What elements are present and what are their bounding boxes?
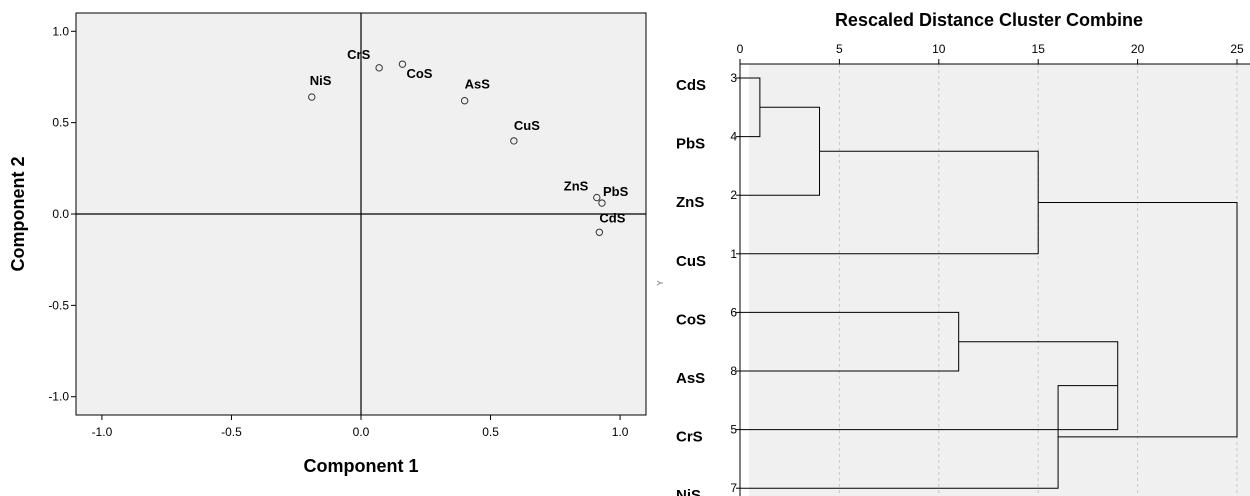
leaf-label: CuS <box>676 253 706 270</box>
y-tick-label: 0.0 <box>52 207 69 221</box>
point-label: CrS <box>347 47 370 62</box>
top-tick-label: 5 <box>836 42 843 56</box>
point-label: CoS <box>406 66 432 81</box>
data-point <box>510 137 518 145</box>
case-number: 4 <box>730 130 737 144</box>
point-label: ZnS <box>564 179 589 194</box>
case-number: 2 <box>730 188 737 202</box>
scatter-zero-lines <box>76 13 646 415</box>
dendrogram-y-letter: Y <box>656 280 665 286</box>
data-point <box>593 193 601 202</box>
case-number: 3 <box>730 71 737 85</box>
top-tick-label: 20 <box>1131 42 1145 56</box>
top-tick-label: 10 <box>932 42 946 56</box>
point-label: NiS <box>310 73 332 88</box>
point-label: CdS <box>599 210 625 225</box>
data-point <box>398 60 407 68</box>
dendrogram-link <box>1038 202 1238 438</box>
leaf-label: ZnS <box>676 194 704 211</box>
dendrogram-links <box>740 77 1238 489</box>
y-tick-label: 1.0 <box>52 24 69 38</box>
dendrogram-leaves: CdS 3 PbS 4 ZnS 2 CuS 1 CoS 6 AsS 8 CrS 5 NiS 7 <box>676 71 740 496</box>
case-number: 1 <box>730 247 737 261</box>
y-tick-label: -0.5 <box>48 298 69 312</box>
leaf-label: CoS <box>676 311 706 328</box>
y-tick-label: 0.5 <box>52 116 69 130</box>
top-tick-label: 15 <box>1032 42 1046 56</box>
x-tick-label: 1.0 <box>612 425 629 439</box>
data-point <box>460 97 469 105</box>
point-label: AsS <box>465 77 491 92</box>
data-point <box>595 228 604 236</box>
data-point <box>308 93 316 101</box>
case-number: 8 <box>730 364 737 378</box>
case-number: 6 <box>730 305 737 319</box>
leaf-label: CrS <box>676 429 703 446</box>
scatter-points: NiS CrS CoS AsS CuS ZnS PbS CdS <box>308 47 629 236</box>
dendrogram-plot-area <box>749 64 1250 496</box>
x-axis-title: Component 1 <box>304 456 419 476</box>
top-tick-label: 0 <box>737 42 744 56</box>
dendrogram-top-axis: 0 5 10 15 20 25 <box>737 42 1250 496</box>
y-axis-title: Component 2 <box>8 157 28 272</box>
data-point <box>375 64 383 72</box>
scatter-ticks: -1.0 -0.5 0.0 0.5 1.0 1.0 0.5 0.0 -0.5 -1.0 <box>48 24 628 439</box>
x-tick-label: 0.0 <box>353 425 370 439</box>
point-label: PbS <box>603 184 629 199</box>
x-tick-label: 0.5 <box>482 425 499 439</box>
case-number: 5 <box>730 423 737 437</box>
case-number: 7 <box>730 481 737 495</box>
dendrogram-title: Rescaled Distance Cluster Combine <box>835 10 1143 30</box>
x-tick-label: -0.5 <box>221 425 242 439</box>
leaf-label: NiS <box>676 487 701 496</box>
component-plot: -1.0 -0.5 0.0 0.5 1.0 1.0 0.5 0.0 -0.5 -1.0 NiS Cr… <box>8 12 647 476</box>
point-label: CuS <box>514 118 540 133</box>
leaf-label: PbS <box>676 136 705 153</box>
leaf-label: CdS <box>676 77 706 94</box>
leaf-label: AsS <box>676 370 705 387</box>
top-tick-label: 25 <box>1230 42 1244 56</box>
y-tick-label: -1.0 <box>48 390 69 404</box>
dendrogram: Rescaled Distance Cluster Combine 0 5 10 15… <box>656 10 1250 496</box>
data-point <box>598 199 606 207</box>
x-tick-label: -1.0 <box>92 425 113 439</box>
